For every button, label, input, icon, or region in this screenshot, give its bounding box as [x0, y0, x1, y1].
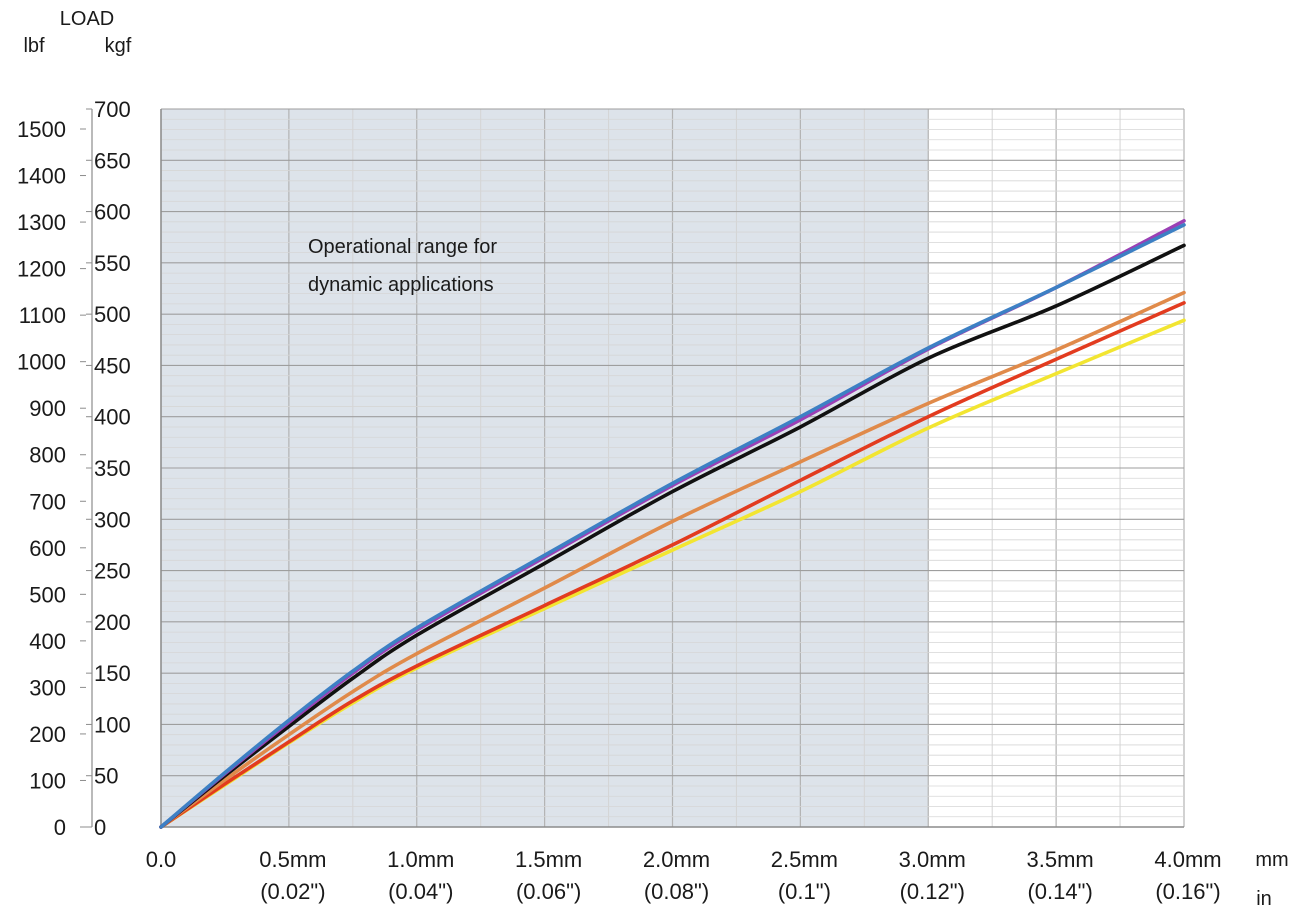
x-tick-label-in: (0.14") — [1027, 879, 1092, 904]
lbf-tick-label: 0 — [54, 815, 66, 840]
gridlines — [160, 108, 1185, 828]
kgf-tick-label: 600 — [94, 200, 131, 225]
y-units-lbf: lbf — [23, 35, 45, 57]
lbf-tick-label: 200 — [29, 722, 66, 747]
lbf-tick-label: 400 — [29, 629, 66, 654]
x-tick-label-mm: 0.0 — [146, 847, 177, 872]
x-tick-label-mm: 0.5mm — [259, 847, 326, 872]
kgf-tick-label: 200 — [94, 610, 131, 635]
lbf-tick-label: 1200 — [17, 257, 66, 282]
x-tick-label-in: (0.02") — [260, 879, 325, 904]
lbf-tick-label: 900 — [29, 396, 66, 421]
x-tick-label-in: (0.04") — [388, 879, 453, 904]
kgf-tick-label: 100 — [94, 712, 131, 737]
x-tick-label-in: (0.06") — [516, 879, 581, 904]
tick-labels: 0 50 100 150 200 250 300 350 400 450 500 550 600 650 7… — [17, 97, 1222, 904]
lbf-tick-label: 1300 — [17, 210, 66, 235]
x-tick-label-mm: 2.0mm — [643, 847, 710, 872]
lbf-tick-label: 700 — [29, 489, 66, 514]
lbf-tick-label: 1400 — [17, 164, 66, 189]
lbf-tick-label: 600 — [29, 536, 66, 561]
lbf-tick-label: 100 — [29, 768, 66, 793]
data-series — [159, 219, 1186, 829]
x-units-mm: mm — [1255, 849, 1288, 871]
x-tick-label-mm: 1.5mm — [515, 847, 582, 872]
kgf-tick-label: 650 — [94, 148, 131, 173]
kgf-tick-label: 50 — [94, 764, 118, 789]
y-axis-title: LOAD — [60, 8, 114, 30]
series-line — [159, 290, 1186, 829]
kgf-tick-label: 300 — [94, 507, 131, 532]
lbf-tick-label: 500 — [29, 582, 66, 607]
x-tick-label-mm: 4.0mm — [1154, 847, 1221, 872]
operational-range-label-line1: Operational range for — [308, 236, 497, 258]
x-tick-label-mm: 2.5mm — [771, 847, 838, 872]
x-units-in: in — [1256, 888, 1272, 907]
x-tick-label-mm: 3.5mm — [1027, 847, 1094, 872]
lbf-tick-label: 800 — [29, 443, 66, 468]
operational-range-label-line2: dynamic applications — [308, 274, 494, 296]
series-line — [159, 301, 1186, 829]
kgf-tick-label: 250 — [94, 559, 131, 584]
x-tick-label-mm: 3.0mm — [899, 847, 966, 872]
kgf-tick-label: 700 — [94, 97, 131, 122]
series-line — [159, 223, 1186, 829]
x-tick-label-in: (0.08") — [644, 879, 709, 904]
x-tick-label-in: (0.1") — [778, 879, 831, 904]
lbf-tick-label: 1100 — [19, 303, 66, 328]
kgf-tick-label: 550 — [94, 251, 131, 276]
kgf-tick-label: 400 — [94, 405, 131, 430]
kgf-tick-label: 150 — [94, 661, 131, 686]
x-tick-label-in: (0.16") — [1155, 879, 1220, 904]
kgf-tick-label: 350 — [94, 456, 131, 481]
kgf-tick-label: 0 — [94, 815, 106, 840]
x-tick-label-in: (0.12") — [900, 879, 965, 904]
lbf-tick-label: 300 — [29, 675, 66, 700]
x-tick-label-mm: 1.0mm — [387, 847, 454, 872]
kgf-tick-label: 500 — [94, 302, 131, 327]
series-line — [159, 243, 1186, 829]
axes — [80, 108, 1184, 828]
lbf-tick-label: 1500 — [17, 117, 66, 142]
y-units-kgf: kgf — [105, 35, 132, 57]
kgf-tick-label: 450 — [94, 353, 131, 378]
lbf-tick-label: 1000 — [17, 350, 66, 375]
